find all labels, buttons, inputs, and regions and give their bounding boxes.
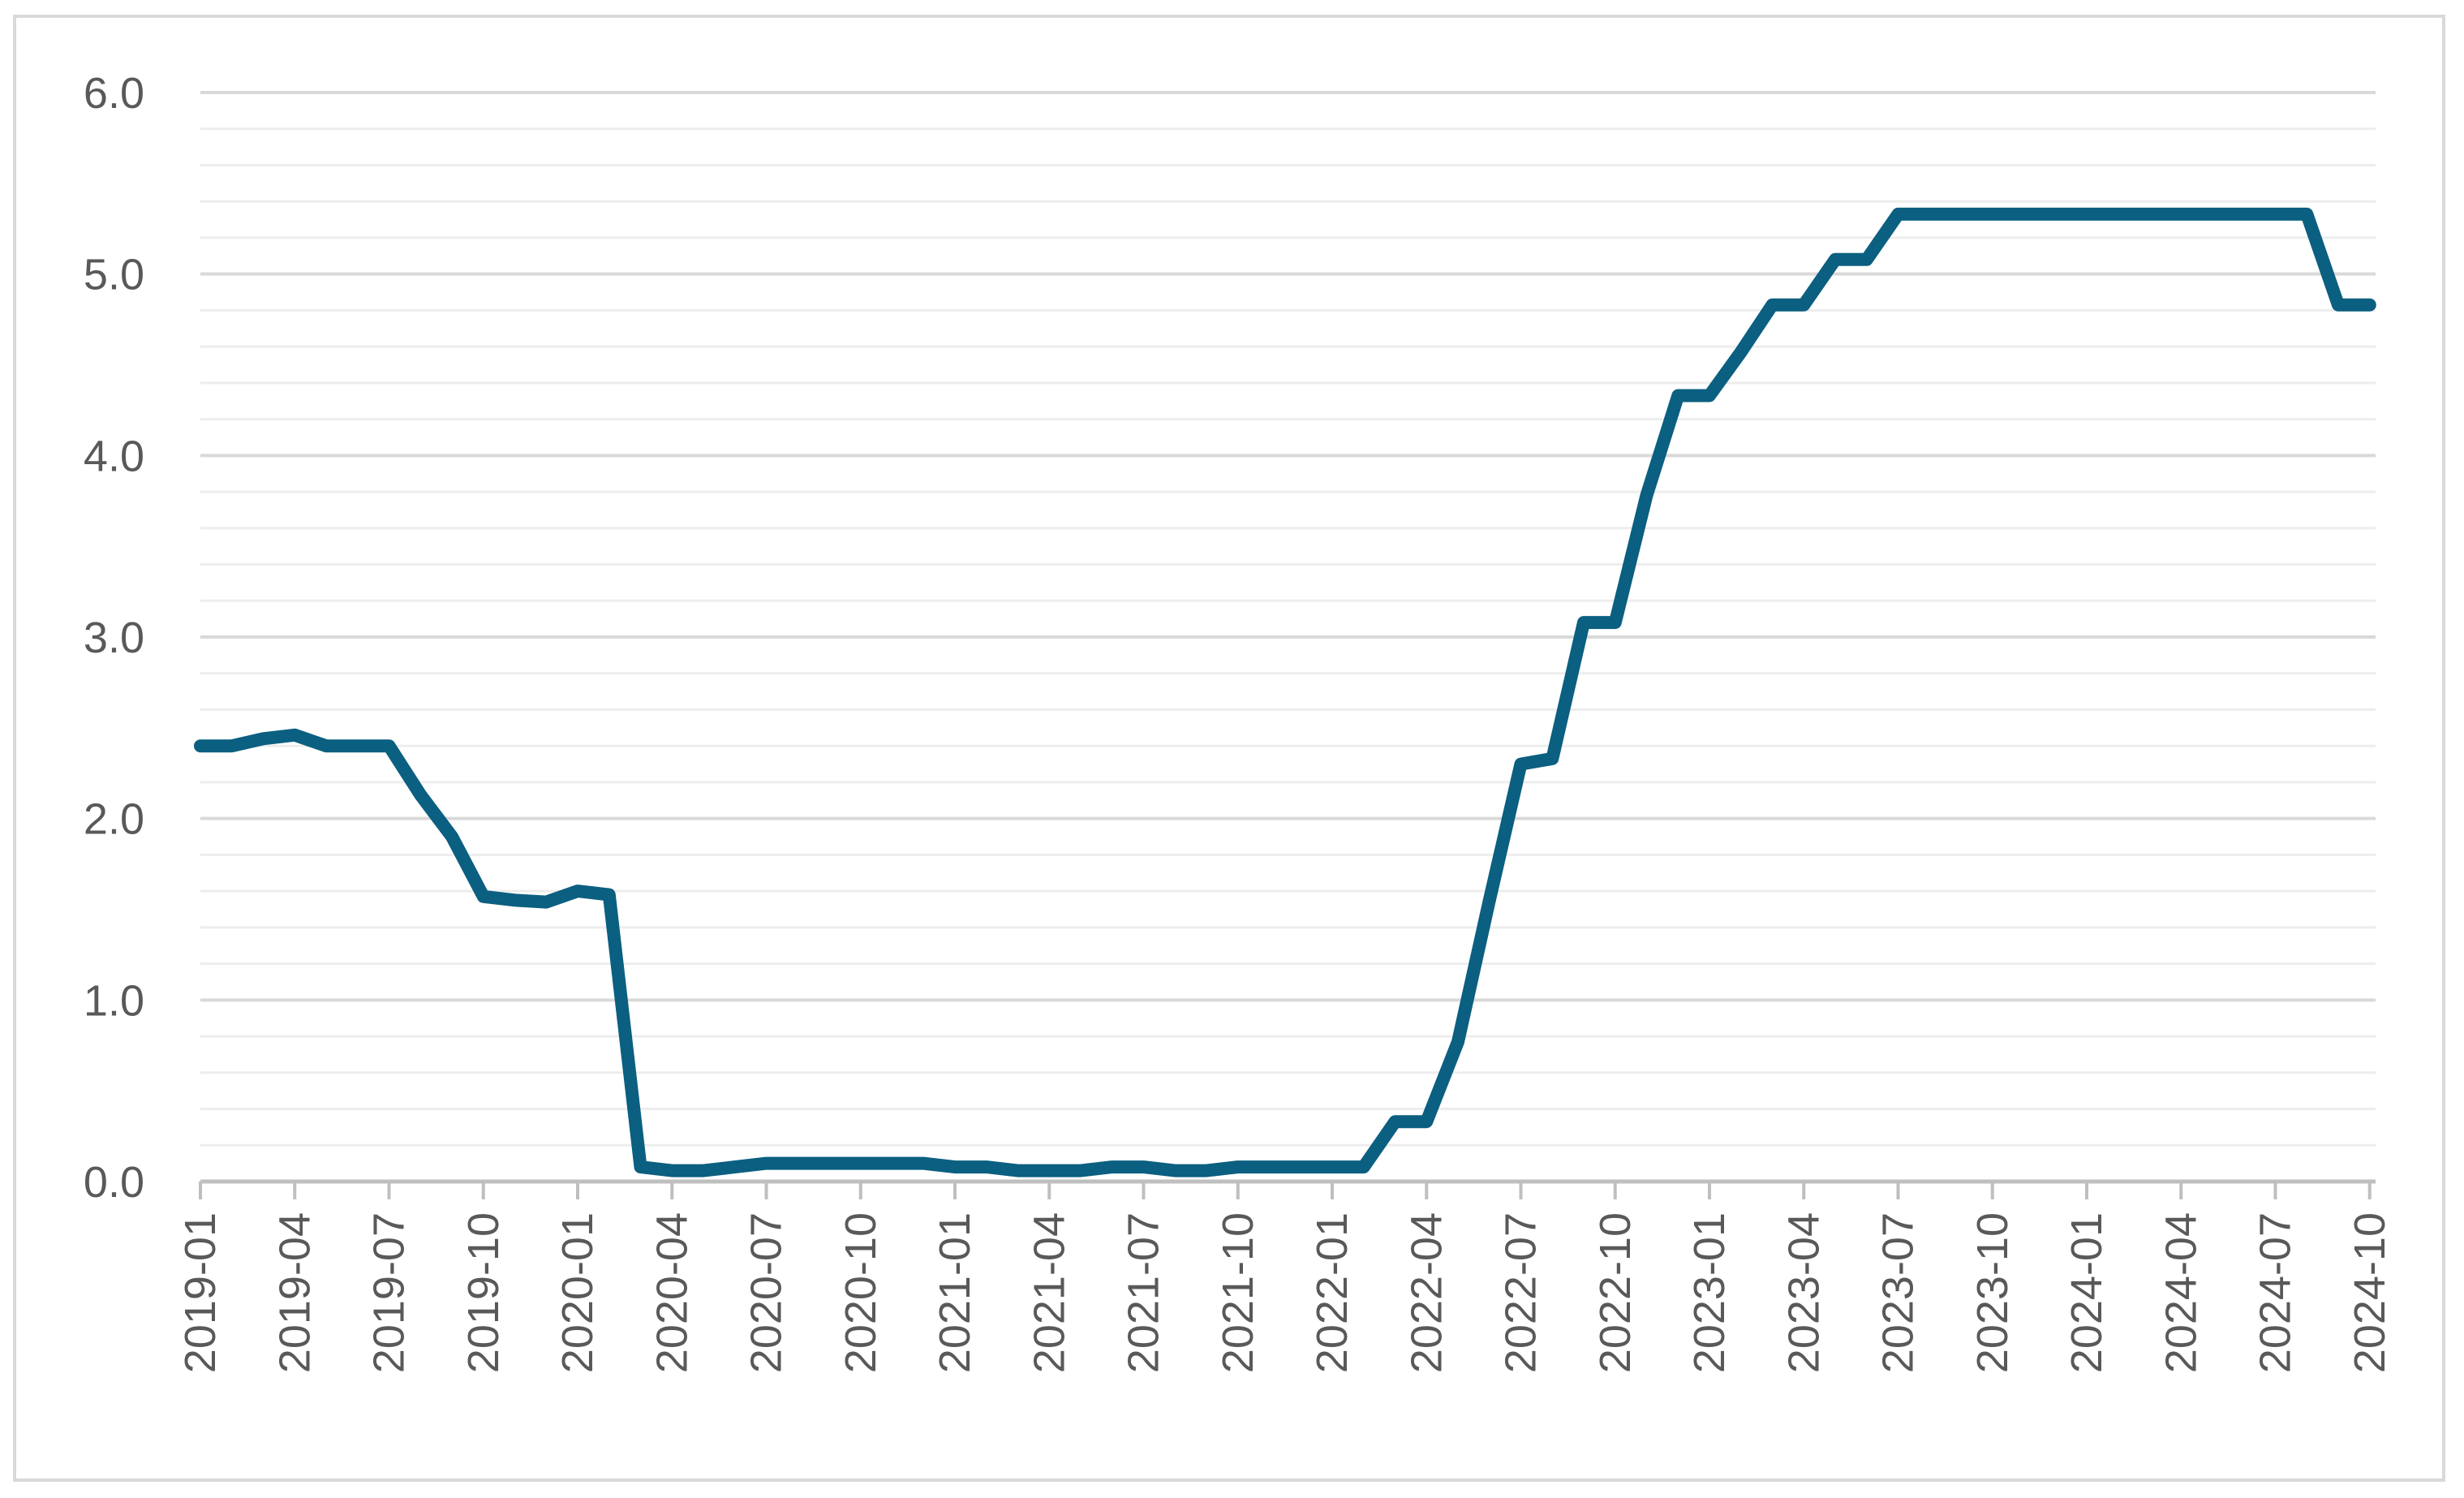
x-tick-label: 2024-10	[2346, 1212, 2394, 1373]
x-tick-label: 2022-10	[1591, 1212, 1640, 1373]
series-line	[194, 207, 2376, 1177]
y-tick-label: 6.0	[84, 69, 144, 118]
x-tick-label: 2022-07	[1497, 1212, 1546, 1373]
x-tick-label: 2023-10	[1968, 1212, 2017, 1373]
x-tick-label: 2021-01	[931, 1212, 979, 1373]
x-tick-label: 2020-01	[553, 1212, 602, 1373]
y-tick-label: 3.0	[84, 613, 144, 662]
y-tick-label: 2.0	[84, 795, 144, 844]
x-tick-labels: 2019-01 2019-04 2019-07 2019-10 2020-01 2020-…	[176, 1212, 2394, 1373]
series-layer	[194, 207, 2376, 1177]
x-tick-label: 2023-04	[1779, 1212, 1828, 1373]
x-tick-label: 2020-07	[742, 1212, 791, 1373]
x-tick-label: 2021-04	[1025, 1212, 1073, 1373]
y-tick-labels: 0.0 1.0 2.0 3.0 4.0 5.0 6.0	[84, 69, 144, 1207]
x-tick-label: 2021-10	[1214, 1212, 1262, 1373]
x-tick-label: 2021-07	[1120, 1212, 1168, 1373]
y-tick-label: 1.0	[84, 976, 144, 1025]
x-tick-label: 2019-07	[365, 1212, 414, 1373]
x-tick-label: 2020-10	[836, 1212, 885, 1373]
y-tick-label: 0.0	[84, 1158, 144, 1207]
axis-layer	[199, 1179, 2376, 1199]
x-tick-label: 2024-07	[2251, 1212, 2300, 1373]
x-tick-label: 2022-01	[1308, 1212, 1357, 1373]
line-chart: 0.01.02.03.04.05.06.0 2019-01 2019-04 2019…	[84, 69, 2394, 1373]
x-tick-label: 2023-01	[1685, 1212, 1734, 1373]
x-tick-label: 2019-04	[270, 1212, 319, 1373]
chart-frame: 0.0 1.0 2.0 3.0 4.0 5.0 6.0 2019-01 2019-04 2019…	[13, 15, 2445, 1482]
y-tick-label: 4.0	[84, 432, 144, 480]
x-tick-label: 2019-10	[459, 1212, 508, 1373]
x-tick-label: 2022-04	[1402, 1212, 1451, 1373]
x-tick-label: 2020-04	[647, 1212, 696, 1373]
y-tick-label: 5.0	[84, 251, 144, 299]
x-tick-label: 2023-07	[1874, 1212, 1923, 1373]
grid-layer	[200, 91, 2376, 1147]
x-tick-label: 2024-04	[2157, 1212, 2205, 1373]
x-tick-label: 2024-01	[2062, 1212, 2111, 1373]
x-tick-label: 2019-01	[176, 1212, 225, 1373]
